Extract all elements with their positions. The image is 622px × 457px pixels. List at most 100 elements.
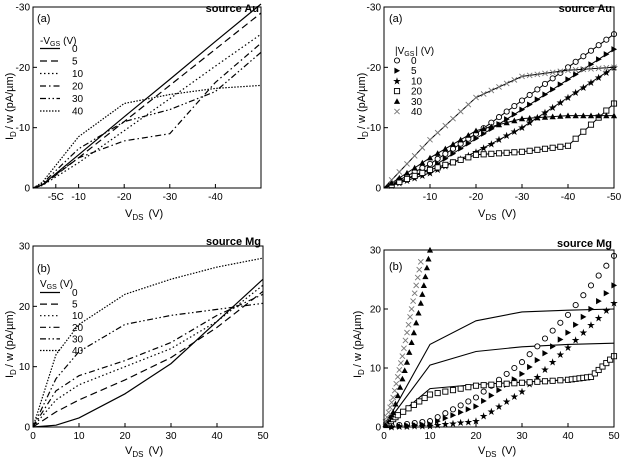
x-tick-label: 30 xyxy=(516,431,528,442)
x-tick-label: -30 xyxy=(163,192,178,203)
data-point xyxy=(434,129,441,136)
data-point xyxy=(457,385,464,392)
panel-label: (a) xyxy=(389,13,402,25)
data-point xyxy=(417,300,424,306)
data-point xyxy=(473,403,480,410)
x-tick-label: 40 xyxy=(562,431,574,442)
data-point xyxy=(557,377,564,384)
data-point: ★ xyxy=(571,335,580,346)
data-point xyxy=(511,149,518,156)
y-axis-title: ID/ w (pA/µm) xyxy=(4,73,18,140)
data-point: ★ xyxy=(510,392,519,403)
legend-swatch xyxy=(393,88,401,95)
data-point xyxy=(595,65,602,72)
legend-label: 40 xyxy=(72,107,84,118)
data-point xyxy=(565,67,571,74)
legend-title: -VGS (V) xyxy=(40,36,76,48)
data-point xyxy=(420,282,427,288)
data-point xyxy=(526,351,533,358)
data-point xyxy=(465,140,472,147)
data-point xyxy=(496,84,502,90)
data-point: ★ xyxy=(479,412,488,423)
data-point xyxy=(549,377,556,384)
x-tick-label: 50 xyxy=(608,431,620,442)
data-point xyxy=(449,406,457,413)
data-point xyxy=(557,68,564,75)
data-point xyxy=(488,123,495,130)
data-point xyxy=(401,367,408,374)
x-tick-label: 10 xyxy=(424,431,436,442)
data-point xyxy=(426,154,434,161)
legend-label: 0 xyxy=(72,44,78,55)
panel-bottom-right: ★★★★★★★★★★★★★★★★★★★★★★★★★★★★★★ 0 10 20 30 40… xyxy=(352,238,620,457)
data-point xyxy=(603,64,610,71)
legend-item: 30 xyxy=(40,334,84,345)
x-tick-label: -40 xyxy=(208,192,223,203)
data-point xyxy=(573,321,579,328)
data-point xyxy=(458,145,464,152)
data-point xyxy=(526,147,533,154)
data-point xyxy=(550,86,556,93)
data-point xyxy=(488,381,495,388)
data-point xyxy=(403,175,411,183)
data-point xyxy=(511,380,518,387)
data-point xyxy=(588,305,595,313)
x-tick-label: -50 xyxy=(607,192,622,203)
data-point xyxy=(480,151,487,158)
data-point xyxy=(422,273,429,280)
data-point: ★ xyxy=(587,321,596,332)
legend-item: 20 xyxy=(40,82,84,93)
data-point xyxy=(564,142,572,149)
data-point: ★ xyxy=(587,78,596,89)
data-point xyxy=(518,148,526,155)
data-point: ★ xyxy=(579,83,588,94)
data-point xyxy=(504,116,510,123)
data-point xyxy=(449,159,457,166)
data-point xyxy=(449,141,457,147)
legend-swatch xyxy=(394,108,400,115)
data-point xyxy=(465,101,472,108)
y-tick-label: -30 xyxy=(367,3,382,14)
data-point xyxy=(449,387,457,394)
data-point xyxy=(557,113,564,119)
data-point xyxy=(526,379,533,386)
data-point xyxy=(549,75,556,82)
legend-item: 0 xyxy=(393,56,417,67)
data-point xyxy=(450,412,457,419)
data-point xyxy=(472,394,480,401)
x-tick-label: 0 xyxy=(381,431,387,442)
source-label: source Au xyxy=(206,3,259,15)
data-point xyxy=(391,387,398,394)
data-point xyxy=(518,97,526,104)
data-point xyxy=(580,313,587,320)
legend-item: 20 xyxy=(40,323,84,334)
data-point xyxy=(442,155,449,162)
data-point xyxy=(434,390,441,397)
data-point xyxy=(534,71,541,78)
series-line-10 xyxy=(32,33,262,189)
data-point xyxy=(419,159,426,166)
data-point xyxy=(534,146,541,153)
x-tick-label: 0 xyxy=(30,431,36,442)
x-axis-title: VDS (V) xyxy=(125,445,163,457)
plot-frame xyxy=(32,245,264,428)
data-point xyxy=(442,145,449,152)
data-point xyxy=(457,108,464,115)
data-point xyxy=(442,122,449,129)
data-point xyxy=(511,111,518,118)
data-point: ★ xyxy=(510,127,519,138)
legend-item: 5 xyxy=(394,66,417,77)
data-point xyxy=(405,321,412,328)
data-point xyxy=(417,258,424,265)
data-point: ★ xyxy=(525,118,534,129)
data-point xyxy=(557,336,564,343)
legend-item: 30 xyxy=(40,94,84,105)
data-point xyxy=(419,169,426,176)
plot-frame xyxy=(383,6,615,189)
data-point xyxy=(416,266,423,273)
data-point xyxy=(465,398,472,405)
data-point xyxy=(488,150,495,157)
data-point xyxy=(503,80,510,87)
